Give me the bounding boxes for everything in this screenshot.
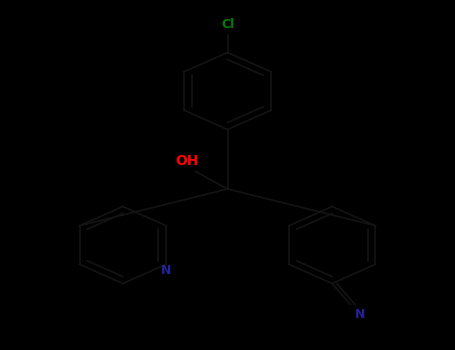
Text: Cl: Cl [221, 19, 234, 32]
Text: OH: OH [175, 154, 198, 168]
Text: N: N [161, 264, 172, 277]
Text: N: N [355, 308, 365, 321]
